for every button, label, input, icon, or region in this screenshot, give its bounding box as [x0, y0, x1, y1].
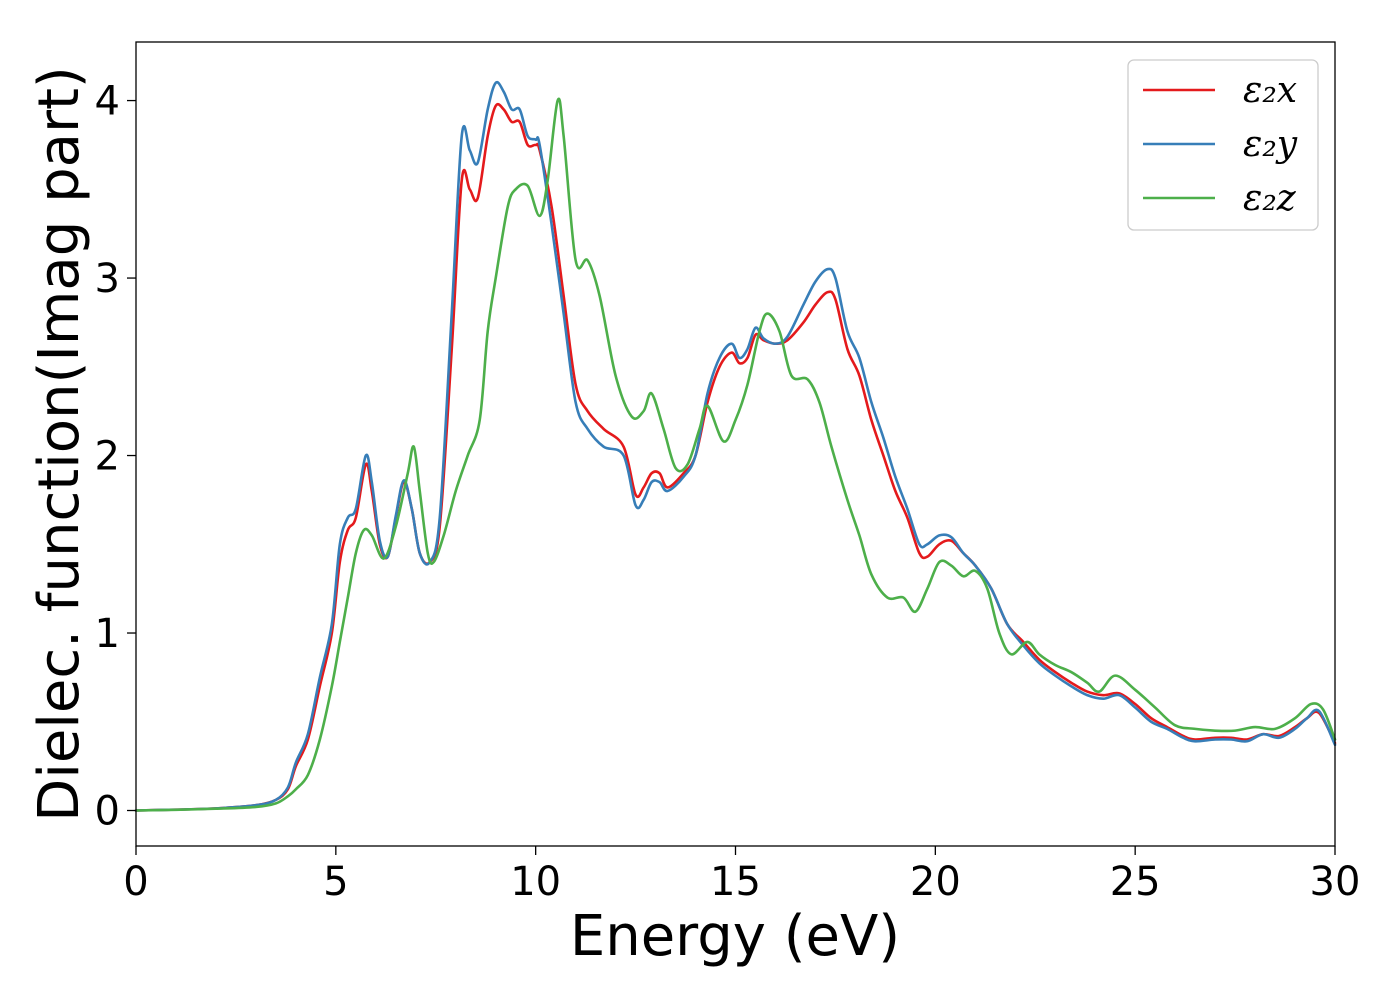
x-tick-label: 10 [510, 859, 561, 905]
legend-label-0: ε₂x [1243, 70, 1297, 111]
x-tick-label: 30 [1310, 859, 1361, 905]
y-tick-label: 2 [95, 434, 120, 480]
y-tick-label: 3 [95, 256, 120, 302]
y-axis-label: Dielec. function(Imag part) [27, 66, 92, 822]
legend-box [1127, 59, 1319, 231]
x-tick-label: 20 [910, 859, 961, 905]
x-axis-ticks: 0 5 10 15 20 25 30 [123, 846, 1360, 905]
legend-label-1: ε₂y [1243, 124, 1298, 165]
legend-items: ε₂x ε₂y ε₂z [1143, 70, 1298, 219]
series-line-1 [134, 80, 1337, 812]
y-axis-ticks: 0 1 2 3 4 [95, 79, 136, 835]
legend: ε₂x ε₂y ε₂z [1127, 59, 1319, 231]
legend-label-2: ε₂z [1243, 178, 1297, 219]
x-tick-label: 15 [710, 859, 761, 905]
y-tick-label: 4 [95, 79, 120, 125]
y-tick-label: 0 [95, 789, 120, 835]
series-line-2 [134, 97, 1337, 812]
y-tick-label: 1 [95, 611, 120, 657]
x-tick-label: 0 [123, 859, 148, 905]
x-tick-label: 5 [323, 859, 348, 905]
x-axis-label: Energy (eV) [570, 904, 900, 969]
series-layer [134, 80, 1337, 812]
x-tick-label: 25 [1110, 859, 1161, 905]
